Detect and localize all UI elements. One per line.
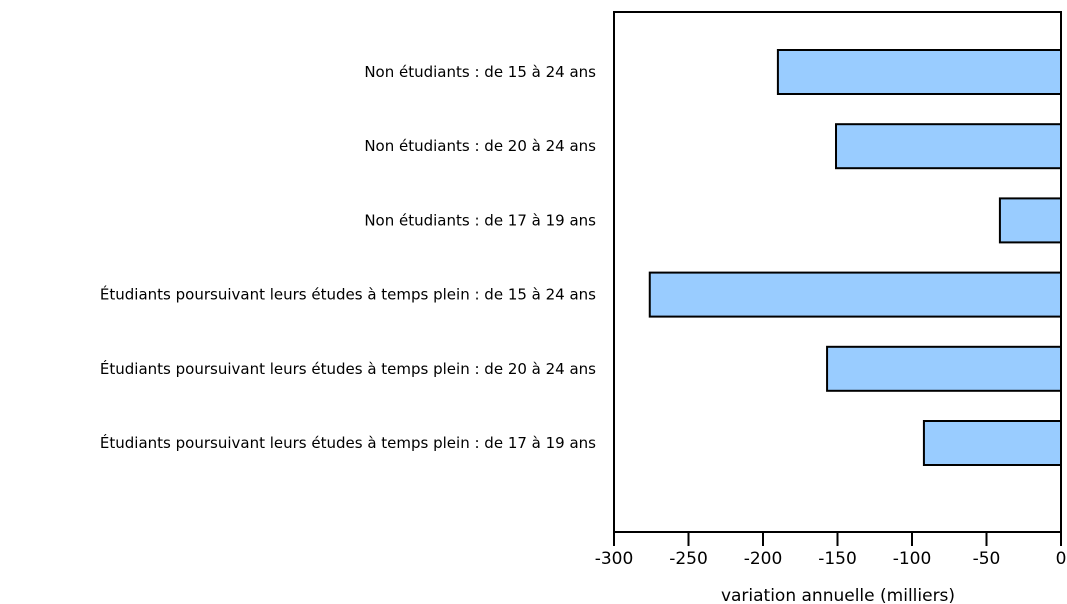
category-label: Étudiants poursuivant leurs études à tem… xyxy=(100,359,596,378)
x-tick-label: -300 xyxy=(595,549,634,569)
bar xyxy=(776,49,1063,95)
x-tick-label: -200 xyxy=(744,549,783,569)
x-tick-label: -50 xyxy=(973,549,1001,569)
x-tick-label: -100 xyxy=(893,549,932,569)
x-tick-label: -150 xyxy=(818,549,857,569)
bar xyxy=(826,345,1062,392)
category-labels: Non étudiants : de 15 à 24 ans Non étudia… xyxy=(100,63,596,452)
bar xyxy=(648,271,1062,318)
x-tick-label: -250 xyxy=(669,549,708,569)
bar xyxy=(922,420,1062,466)
category-label: Étudiants poursuivant leurs études à tem… xyxy=(100,433,596,452)
bars xyxy=(648,49,1063,466)
x-tick-label: 0 xyxy=(1056,549,1067,569)
category-label: Non étudiants : de 17 à 19 ans xyxy=(364,211,596,229)
category-label: Non étudiants : de 15 à 24 ans xyxy=(364,63,596,81)
bar xyxy=(835,123,1063,170)
bar xyxy=(998,197,1062,244)
category-label: Non étudiants : de 20 à 24 ans xyxy=(364,137,596,155)
x-axis-ticks: -300 -250 -200 -150 -100 -50 0 xyxy=(595,532,1067,569)
x-axis-title: variation annuelle (milliers) xyxy=(721,586,955,604)
category-label: Étudiants poursuivant leurs études à tem… xyxy=(100,285,596,304)
